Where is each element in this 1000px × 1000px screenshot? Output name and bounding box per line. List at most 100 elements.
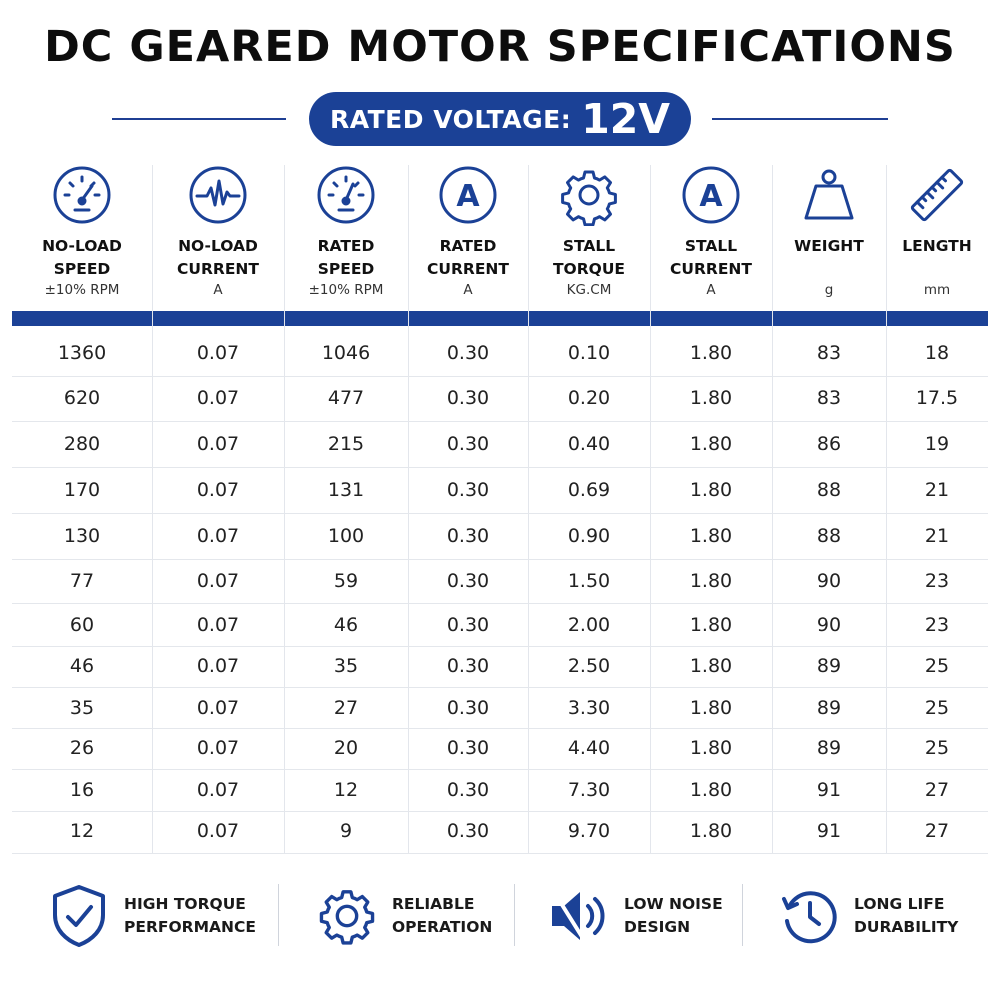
- shield-check-icon: [48, 883, 110, 949]
- table-cell: 0.07: [196, 779, 240, 801]
- table-cell: 1.80: [689, 614, 733, 636]
- column-title-line1: NO-LOAD: [42, 237, 122, 255]
- table-cell: 1.80: [689, 525, 733, 547]
- table-cell: 0.30: [446, 387, 490, 409]
- table-row-divider: [12, 421, 988, 422]
- column-title-line1: STALL: [562, 237, 616, 255]
- feature-title-line1: LOW NOISE: [624, 895, 723, 913]
- feature-title-line1: HIGH TORQUE: [124, 895, 246, 913]
- feature-title-line2: PERFORMANCE: [124, 918, 256, 936]
- table-cell: 20: [333, 737, 359, 759]
- divider-left: [112, 118, 286, 120]
- table-cell: 17.5: [915, 387, 959, 409]
- feature-divider: [742, 884, 743, 946]
- table-cell: 0.30: [446, 697, 490, 719]
- table-cell: 477: [327, 387, 365, 409]
- table-cell: 1.50: [567, 570, 611, 592]
- table-cell: 4.40: [567, 737, 611, 759]
- table-cell: 83: [816, 387, 842, 409]
- table-cell: 12: [69, 820, 95, 842]
- table-cell: 0.07: [196, 479, 240, 501]
- table-cell: 0.30: [446, 433, 490, 455]
- table-cell: 0.30: [446, 779, 490, 801]
- table-cell: 21: [924, 525, 950, 547]
- divider-right: [712, 118, 888, 120]
- table-cell: 0.30: [446, 525, 490, 547]
- column-header-rated-current: A RATED CURRENT A: [408, 163, 528, 303]
- gear-icon: [557, 163, 621, 227]
- table-cell: 1360: [57, 342, 107, 364]
- table-cell: 0.30: [446, 479, 490, 501]
- feature-title-line2: DESIGN: [624, 918, 691, 936]
- table-cell: 25: [924, 697, 950, 719]
- feature-long-life: LONG LIFE DURABILITY: [778, 878, 958, 954]
- table-cell: 1.80: [689, 697, 733, 719]
- table-cell: 88: [816, 525, 842, 547]
- feature-low-noise: LOW NOISE DESIGN: [548, 878, 723, 954]
- table-cell: 27: [924, 779, 950, 801]
- column-header-rated-speed: RATED SPEED ±10% RPM: [284, 163, 408, 303]
- svg-text:A: A: [456, 179, 480, 214]
- table-cell: 89: [816, 655, 842, 677]
- table-cell: 1.80: [689, 479, 733, 501]
- table-row-divider: [12, 646, 988, 647]
- table-header-bar: [12, 311, 988, 326]
- table-cell: 0.07: [196, 342, 240, 364]
- column-title: WEIGHT: [794, 237, 864, 255]
- table-cell: 0.69: [567, 479, 611, 501]
- table-cell: 0.90: [567, 525, 611, 547]
- column-header-weight: WEIGHT g: [772, 163, 886, 303]
- table-cell: 9: [339, 820, 353, 842]
- column-separator: [152, 165, 153, 853]
- table-cell: 0.30: [446, 820, 490, 842]
- column-separator: [284, 165, 285, 853]
- table-row-divider: [12, 728, 988, 729]
- table-row-divider: [12, 513, 988, 514]
- table-cell: 1.80: [689, 433, 733, 455]
- table-cell: 130: [63, 525, 101, 547]
- table-row-divider: [12, 559, 988, 560]
- feature-divider: [514, 884, 515, 946]
- table-cell: 18: [924, 342, 950, 364]
- column-unit: A: [463, 282, 473, 298]
- table-cell: 131: [327, 479, 365, 501]
- column-title-line1: RATED: [317, 237, 375, 255]
- table-cell: 0.07: [196, 697, 240, 719]
- table-cell: 9.70: [567, 820, 611, 842]
- table-cell: 0.07: [196, 433, 240, 455]
- table-cell: 0.07: [196, 387, 240, 409]
- column-unit: ±10% RPM: [44, 282, 120, 298]
- column-unit: KG.CM: [566, 282, 612, 298]
- column-unit: mm: [923, 282, 951, 298]
- weight-icon: [797, 163, 861, 227]
- table-row-divider: [12, 769, 988, 770]
- history-clock-icon: [778, 883, 840, 949]
- table-cell: 0.07: [196, 737, 240, 759]
- table-cell: 35: [69, 697, 95, 719]
- table-cell: 2.00: [567, 614, 611, 636]
- column-header-stall-torque: STALL TORQUE KG.CM: [528, 163, 650, 303]
- column-separator: [886, 165, 887, 853]
- gear-icon: [316, 883, 378, 949]
- table-cell: 12: [333, 779, 359, 801]
- column-separator: [528, 165, 529, 853]
- table-cell: 77: [69, 570, 95, 592]
- table-cell: 1.80: [689, 779, 733, 801]
- column-separator: [772, 165, 773, 853]
- table-cell: 23: [924, 614, 950, 636]
- table-cell: 91: [816, 779, 842, 801]
- table-cell: 0.07: [196, 655, 240, 677]
- svg-text:A: A: [699, 179, 723, 214]
- column-title: LENGTH: [902, 237, 972, 255]
- table-cell: 89: [816, 697, 842, 719]
- rated-voltage-badge: RATED VOLTAGE: 12V: [309, 92, 691, 146]
- ampere-icon: A: [679, 163, 743, 227]
- table-cell: 0.30: [446, 737, 490, 759]
- table-cell: 91: [816, 820, 842, 842]
- table-cell: 21: [924, 479, 950, 501]
- column-unit: A: [213, 282, 223, 298]
- feature-divider: [278, 884, 279, 946]
- table-cell: 1.80: [689, 737, 733, 759]
- table-cell: 46: [333, 614, 359, 636]
- feature-title-line1: RELIABLE: [392, 895, 475, 913]
